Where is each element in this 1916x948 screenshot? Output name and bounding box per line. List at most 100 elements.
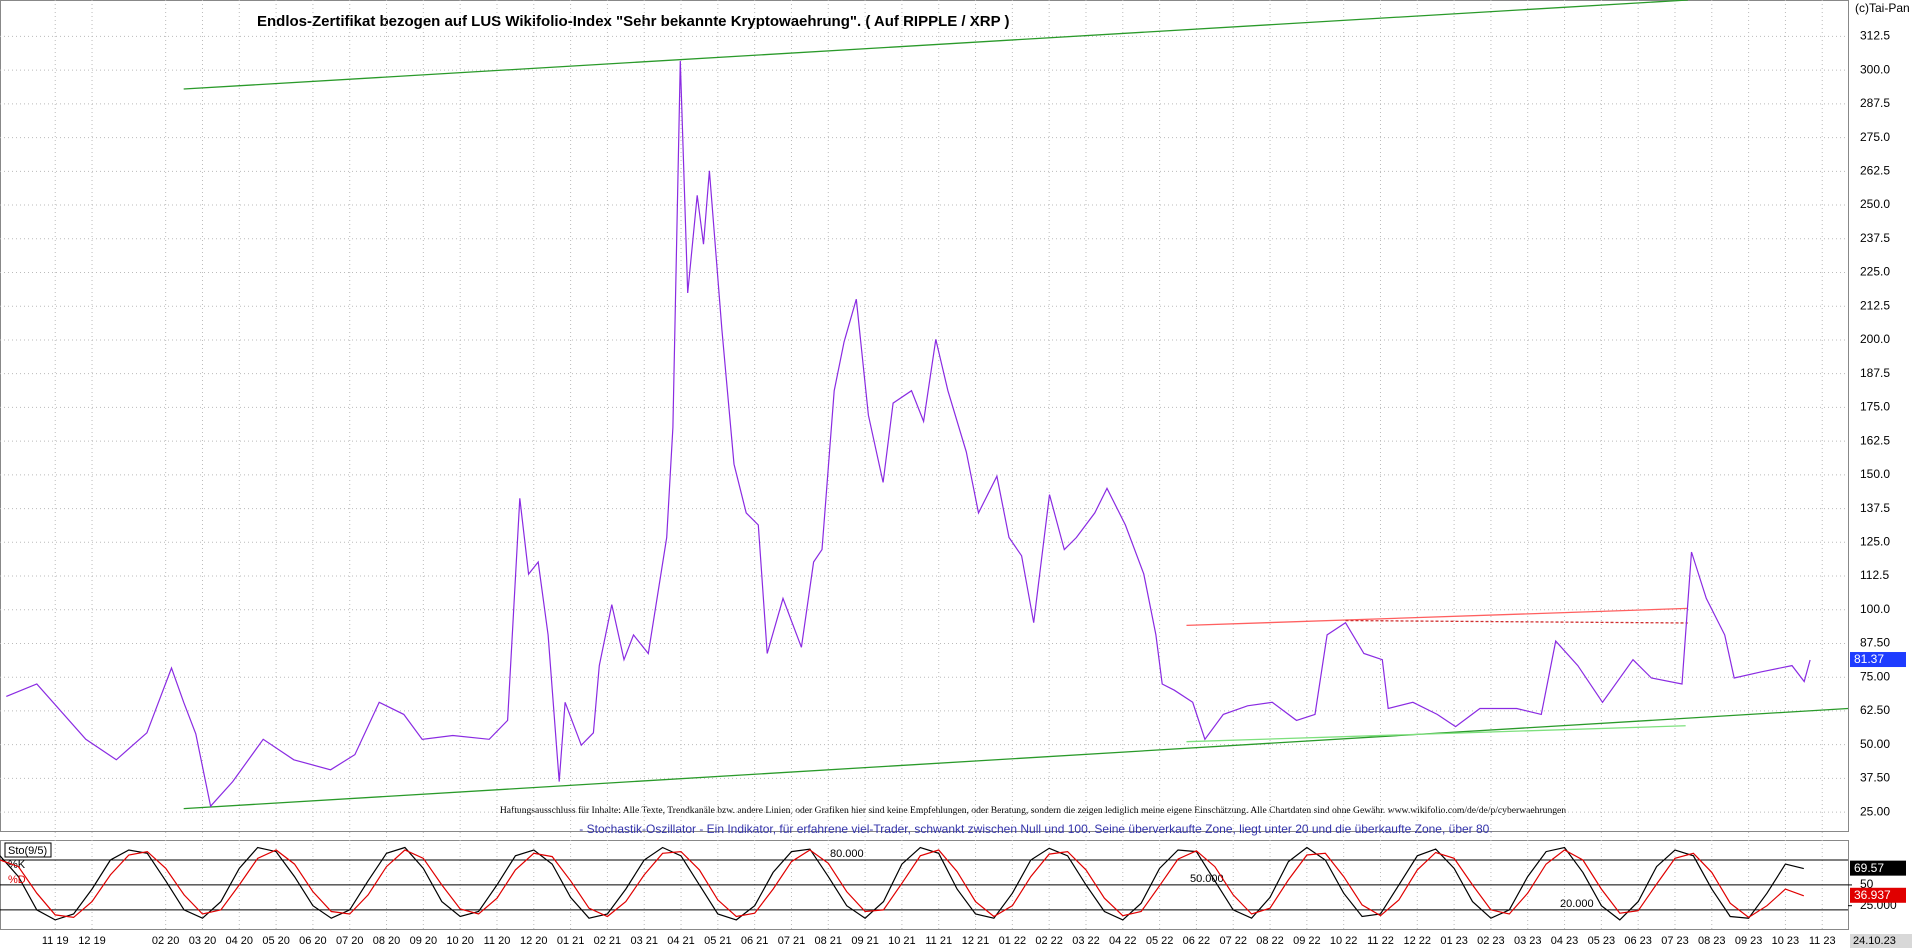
y-tick-label: 187.5 — [1860, 366, 1890, 380]
x-tick-label: 05 21 — [704, 935, 732, 947]
y-tick-label: 87.50 — [1860, 636, 1890, 650]
x-tick-label: 11 23 — [1809, 935, 1836, 947]
copyright: (c)Tai-Pan — [1855, 1, 1910, 15]
y-tick-label: 287.5 — [1860, 96, 1890, 110]
x-tick-label: 02 23 — [1477, 935, 1505, 947]
x-tick-label: 04 20 — [226, 935, 254, 947]
y-tick-label: 250.0 — [1860, 197, 1890, 211]
y-tick-label: 25.00 — [1860, 804, 1890, 818]
last-value-box — [1850, 860, 1906, 876]
level-label: 50.000 — [1190, 873, 1224, 885]
x-tick-label: 12 20 — [520, 935, 548, 947]
x-tick-label: 06 21 — [741, 935, 769, 947]
x-tick-label: 10 22 — [1330, 935, 1358, 947]
x-tick-label: 03 23 — [1514, 935, 1542, 947]
y-tick-label: 50.00 — [1860, 737, 1890, 751]
trendline — [1186, 607, 1688, 627]
x-tick-label: 06 22 — [1183, 935, 1211, 947]
x-tick-label: 08 23 — [1698, 935, 1726, 947]
y-tick-label: 50 — [1860, 877, 1874, 891]
x-tick-label: 09 22 — [1293, 935, 1321, 947]
price-line — [6, 60, 1811, 808]
x-tick-label: 12 21 — [962, 935, 990, 947]
trendline — [1186, 725, 1686, 743]
x-tick-label: 07 20 — [336, 935, 364, 947]
x-tick-label: 12 22 — [1404, 935, 1432, 947]
x-tick-label: 01 23 — [1440, 935, 1468, 947]
y-tick-label: 300.0 — [1860, 62, 1890, 76]
y-tick-label: 62.50 — [1860, 703, 1890, 717]
x-tick-label: 02 22 — [1035, 935, 1063, 947]
x-tick-label: 01 22 — [999, 935, 1027, 947]
chart-title: Endlos-Zertifikat bezogen auf LUS Wikifo… — [257, 13, 1010, 30]
x-tick-label: 08 20 — [373, 935, 401, 947]
y-tick-label: 237.5 — [1860, 231, 1890, 245]
last-value-box — [1850, 887, 1906, 903]
x-tick-label: 07 23 — [1661, 935, 1689, 947]
y-tick-label: 275.0 — [1860, 130, 1890, 144]
x-tick-label: 02 20 — [152, 935, 180, 947]
y-tick-label: 125.0 — [1860, 534, 1890, 548]
x-tick-label: 04 23 — [1551, 935, 1579, 947]
disclaimer: Haftungsausschluss für Inhalte: Alle Tex… — [500, 805, 1566, 816]
x-tick-label: 11 21 — [925, 935, 952, 947]
x-tick-label: 06 20 — [299, 935, 327, 947]
level-label: 20.000 — [1560, 898, 1594, 910]
x-tick-label: 07 21 — [778, 935, 806, 947]
last-value: 69.57 — [1854, 861, 1884, 875]
x-tick-label: 01 21 — [557, 935, 585, 947]
x-tick-label: 05 20 — [262, 935, 290, 947]
x-tick-label: 09 20 — [410, 935, 438, 947]
x-tick-label: 12 19 — [78, 935, 106, 947]
y-tick-label: 262.5 — [1860, 163, 1890, 177]
x-tick-label: 11 22 — [1367, 935, 1394, 947]
x-tick-label: 10 23 — [1772, 935, 1800, 947]
x-tick-label: 11 19 — [42, 935, 69, 947]
indicator-label: Sto(9/5) — [8, 845, 47, 857]
y-tick-label: 212.5 — [1860, 298, 1890, 312]
x-tick-label: 09 21 — [851, 935, 879, 947]
x-tick-label: 04 21 — [667, 935, 695, 947]
x-tick-label: 08 21 — [815, 935, 843, 947]
y-tick-label: 200.0 — [1860, 332, 1890, 346]
legend-entry: %K — [8, 859, 26, 871]
last-value: 81.37 — [1854, 652, 1884, 666]
legend-entry: %D — [8, 874, 26, 886]
x-tick-label: 07 22 — [1219, 935, 1247, 947]
x-tick-label: 06 23 — [1624, 935, 1652, 947]
y-tick-label: 112.5 — [1860, 568, 1889, 582]
level-label: 80.000 — [830, 848, 864, 860]
x-tick-label: 05 23 — [1588, 935, 1616, 947]
x-tick-label: 11 20 — [484, 935, 511, 947]
last-value: 36.937 — [1854, 888, 1891, 902]
x-tick-label: 02 21 — [594, 935, 622, 947]
y-tick-label: 75.00 — [1860, 669, 1890, 683]
x-tick-label: 10 20 — [446, 935, 474, 947]
trendline — [183, 707, 1849, 810]
oscillator-description: - Stochastik-Oszillator - Ein Indikator,… — [579, 822, 1492, 836]
trendline — [1345, 619, 1688, 624]
x-tick-label: 03 22 — [1072, 935, 1100, 947]
last-date: 24.10.23 — [1853, 935, 1896, 947]
last-date-box — [1850, 934, 1912, 948]
x-tick-label: 04 22 — [1109, 935, 1137, 947]
y-tick-label: 162.5 — [1860, 433, 1890, 447]
y-tick-label: 100.0 — [1860, 602, 1890, 616]
price-line — [0, 849, 1805, 919]
y-tick-label: 150.0 — [1860, 467, 1890, 481]
y-tick-label: 312.5 — [1860, 29, 1890, 43]
trendline — [183, 0, 1688, 90]
y-tick-label: 175.0 — [1860, 400, 1890, 414]
x-tick-label: 03 20 — [189, 935, 217, 947]
y-tick-label: 225.0 — [1860, 265, 1890, 279]
y-tick-label: 137.5 — [1860, 501, 1890, 515]
last-value-box — [1850, 652, 1906, 668]
x-tick-label: 05 22 — [1146, 935, 1174, 947]
indicator-box — [4, 842, 52, 858]
x-tick-label: 10 21 — [888, 935, 916, 947]
x-tick-label: 09 23 — [1735, 935, 1763, 947]
x-tick-label: 08 22 — [1256, 935, 1284, 947]
y-tick-label: 37.50 — [1860, 771, 1890, 785]
x-tick-label: 03 21 — [630, 935, 658, 947]
